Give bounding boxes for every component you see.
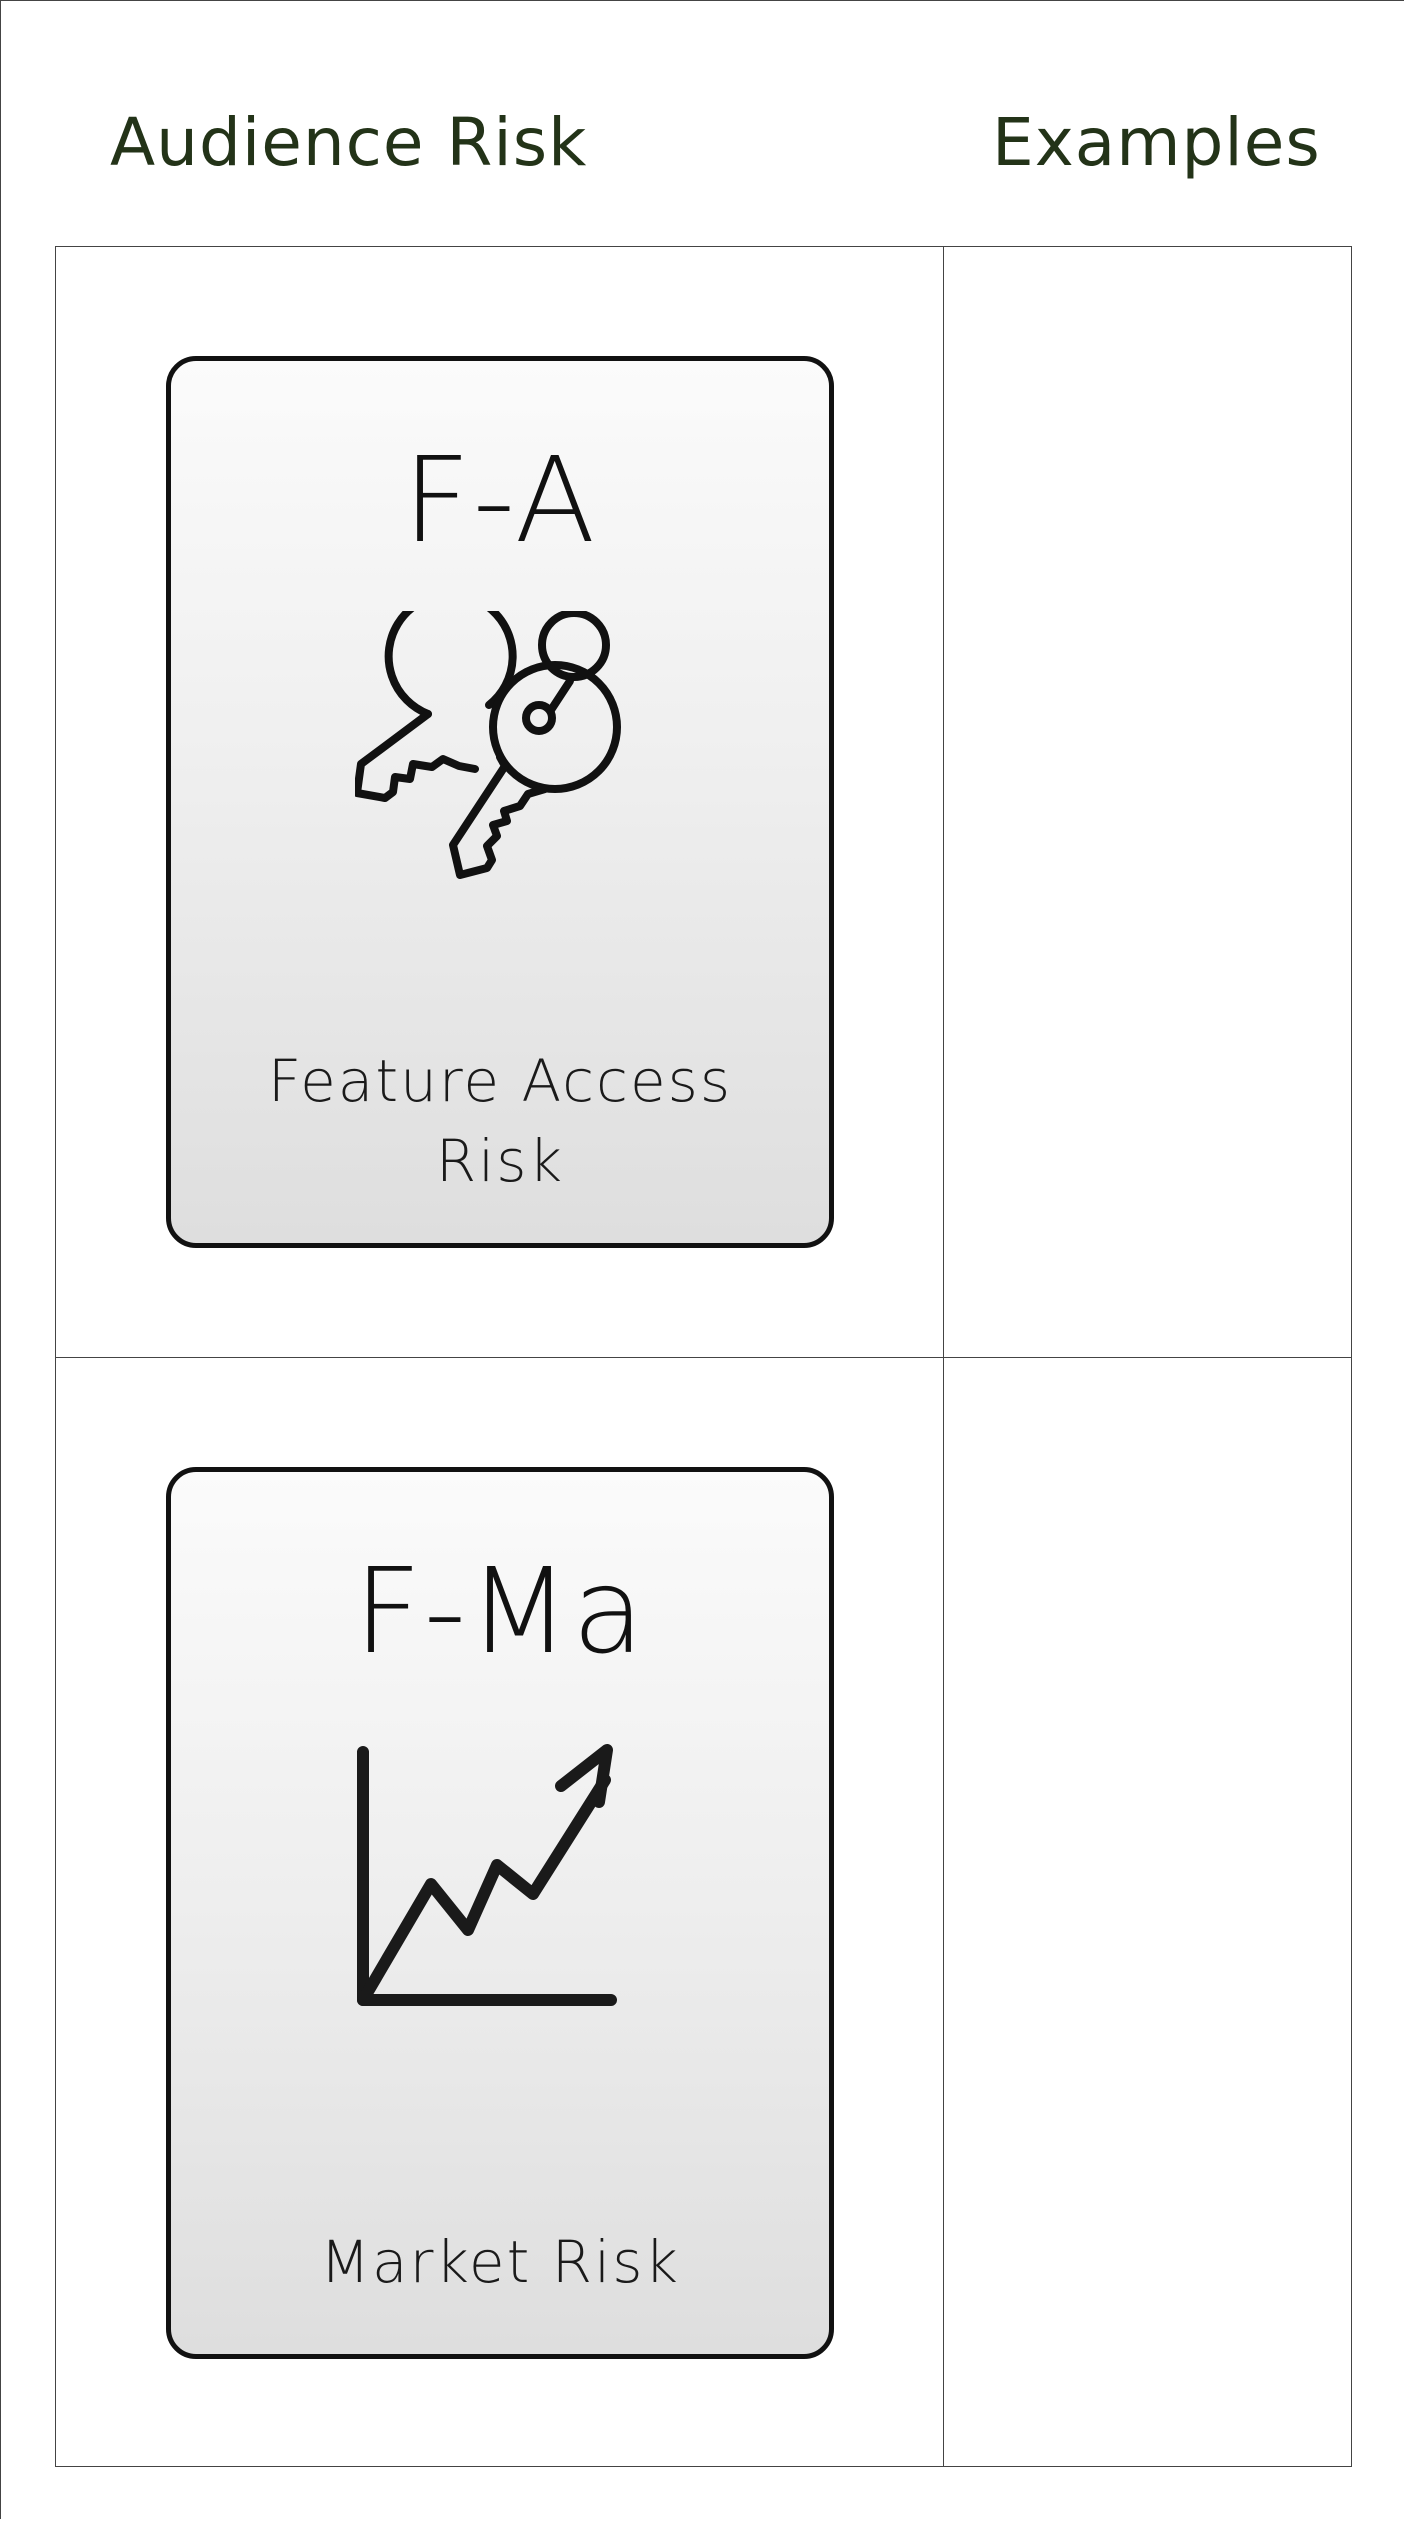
trending-chart-icon — [357, 1744, 617, 2006]
row-divider — [56, 1357, 1351, 1358]
risk-table: F-A Feature Access Risk F-Ma — [55, 246, 1352, 2467]
risk-card-code: F-A — [402, 431, 598, 569]
risk-card-market: F-Ma Market Risk — [166, 1467, 834, 2359]
column-header-examples: Examples — [992, 104, 1321, 181]
column-divider — [943, 247, 944, 2466]
risk-card-code: F-Ma — [353, 1542, 647, 1680]
risk-card-label: Market Risk — [319, 2228, 681, 2296]
risk-card-label: Feature Access Risk — [267, 1047, 733, 1195]
keys-icon — [355, 611, 621, 879]
risk-card-feature-access: F-A Feature Access Risk — [166, 356, 834, 1248]
column-header-audience-risk: Audience Risk — [110, 104, 588, 181]
